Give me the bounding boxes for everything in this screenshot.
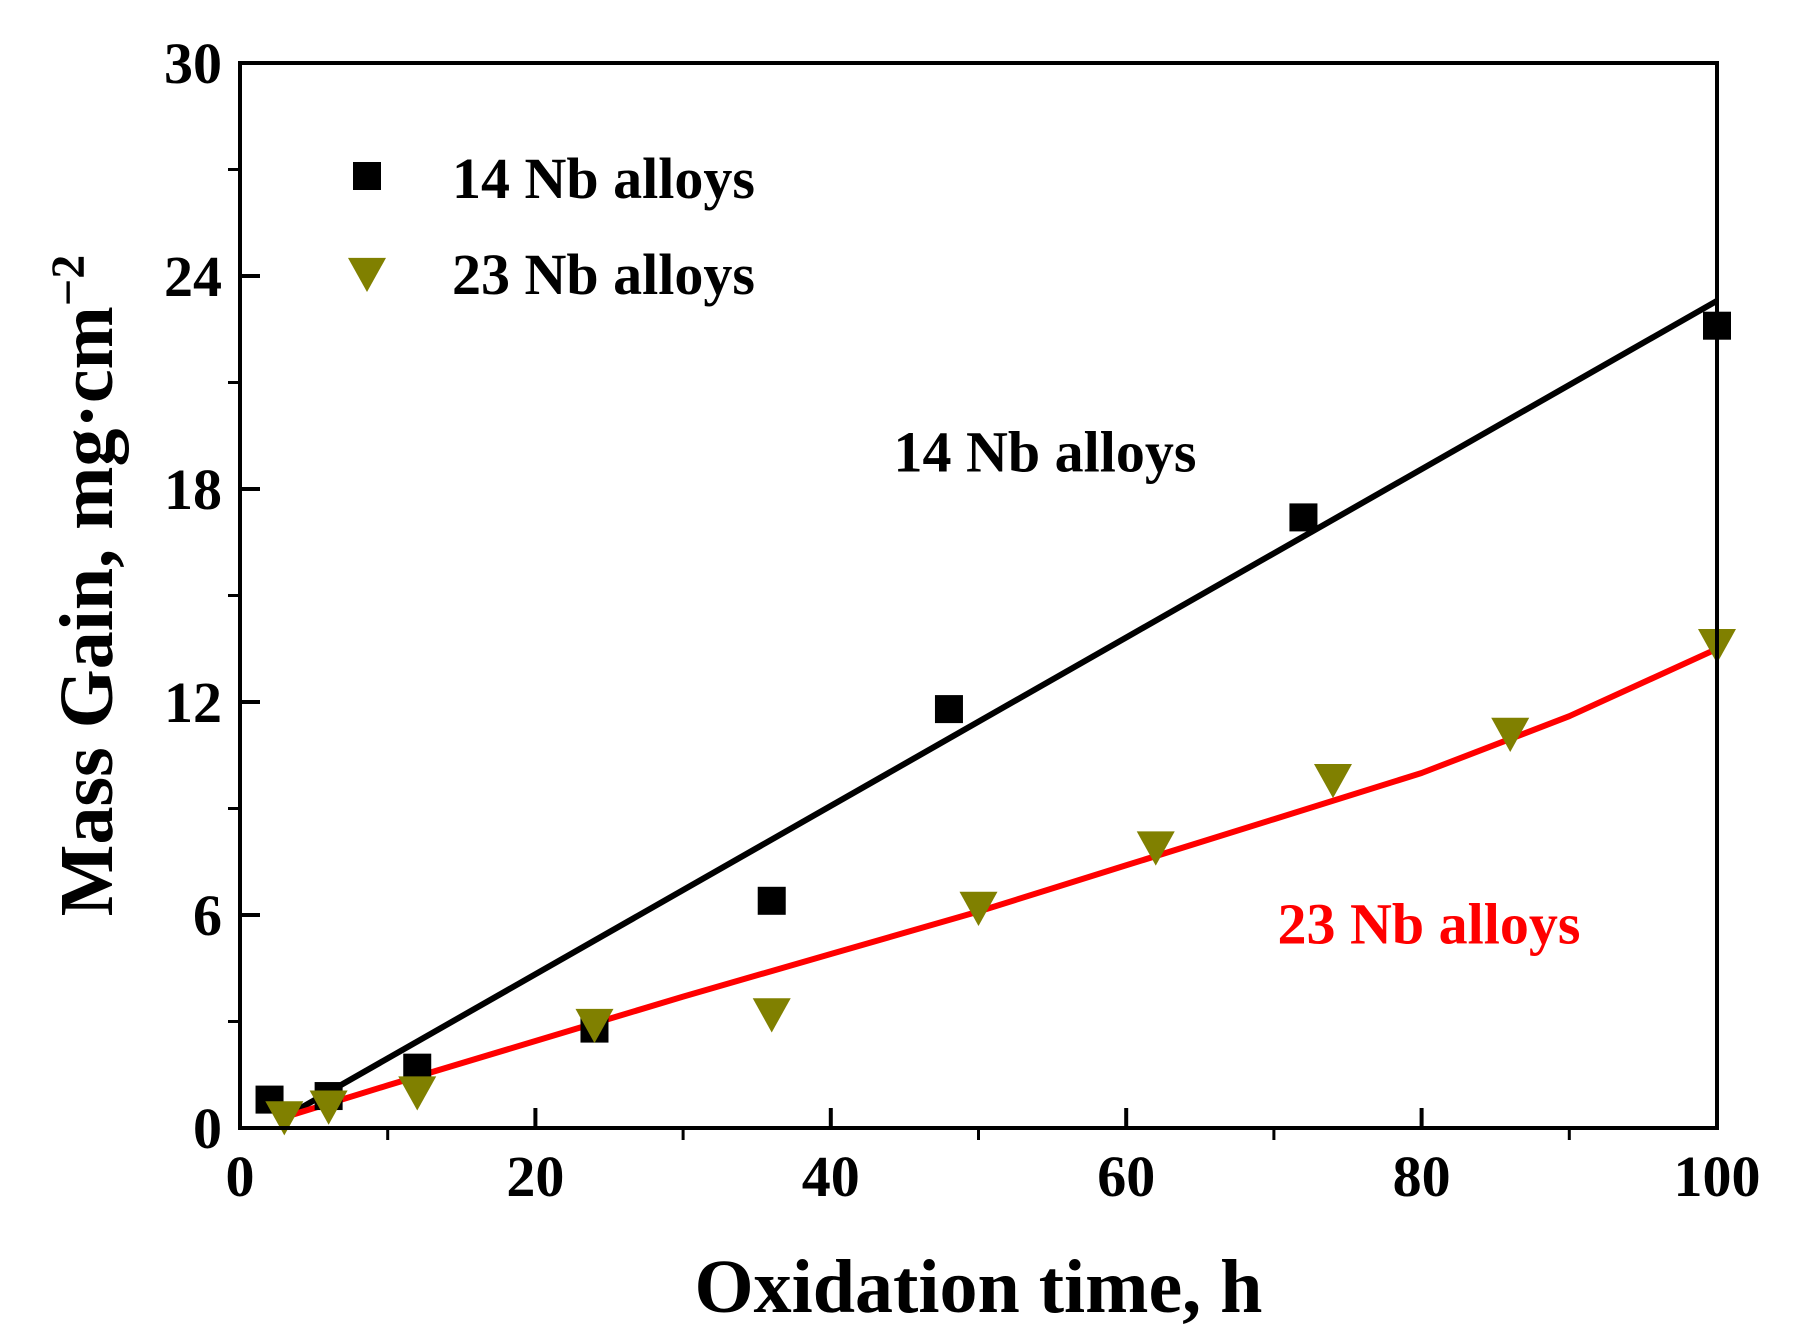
y-axis-title: Mass Gain, mg·cm−2 — [42, 255, 129, 916]
legend-label-23nb: 23 Nb alloys — [452, 242, 755, 307]
y-tick-label-4: 24 — [164, 244, 222, 309]
data-point-s0-6 — [1289, 503, 1318, 532]
x-tick-label-2: 40 — [802, 1144, 860, 1209]
legend: 14 Nb alloys 23 Nb alloys — [348, 146, 755, 307]
annotation-14nb: 14 Nb alloys — [893, 419, 1196, 484]
plot-frame — [238, 61, 1719, 1130]
legend-triangle-marker — [348, 257, 386, 293]
legend-square-marker — [353, 162, 381, 190]
data-point-s1-2 — [398, 1076, 437, 1111]
y-axis-title-main: Mass Gain, mg·cm — [45, 306, 129, 916]
y-tick-label-5: 30 — [164, 31, 222, 96]
data-point-s1-0 — [265, 1101, 304, 1136]
data-point-s0-5 — [934, 695, 963, 724]
data-point-s1-3 — [575, 1008, 614, 1044]
data-point-s1-1 — [309, 1090, 348, 1125]
y-tick-label-2: 12 — [164, 670, 222, 735]
data-point-s1-8 — [1491, 717, 1530, 752]
data-point-s1-7 — [1313, 763, 1352, 799]
y-tick-label-1: 6 — [193, 883, 222, 948]
x-tick-label-1: 20 — [506, 1144, 564, 1209]
axis-tick-labels: 0 20 40 60 80 100 0 6 12 18 24 30 — [164, 31, 1761, 1209]
data-point-s1-6 — [1136, 831, 1175, 866]
annotation-23nb: 23 Nb alloys — [1278, 891, 1581, 956]
legend-label-14nb: 14 Nb alloys — [452, 146, 755, 211]
data-point-s1-4 — [752, 998, 791, 1033]
legend-marker-23nb — [348, 257, 386, 293]
x-tick-label-0: 0 — [226, 1144, 255, 1209]
data-point-s0-4 — [757, 886, 786, 915]
data-point-s1-5 — [959, 891, 998, 926]
x-axis-title: Oxidation time, h — [695, 1245, 1263, 1329]
y-tick-label-0: 0 — [193, 1096, 222, 1161]
y-axis-title-superscript: −2 — [42, 255, 95, 306]
legend-marker-14nb — [353, 162, 381, 190]
data-points — [255, 311, 1736, 1136]
y-tick-label-3: 18 — [164, 457, 222, 522]
fit-line-0 — [282, 298, 1719, 1120]
axis-ticks — [228, 61, 1719, 1140]
x-tick-label-4: 80 — [1393, 1144, 1451, 1209]
x-tick-label-5: 100 — [1674, 1144, 1761, 1209]
x-tick-label-3: 60 — [1097, 1144, 1155, 1209]
